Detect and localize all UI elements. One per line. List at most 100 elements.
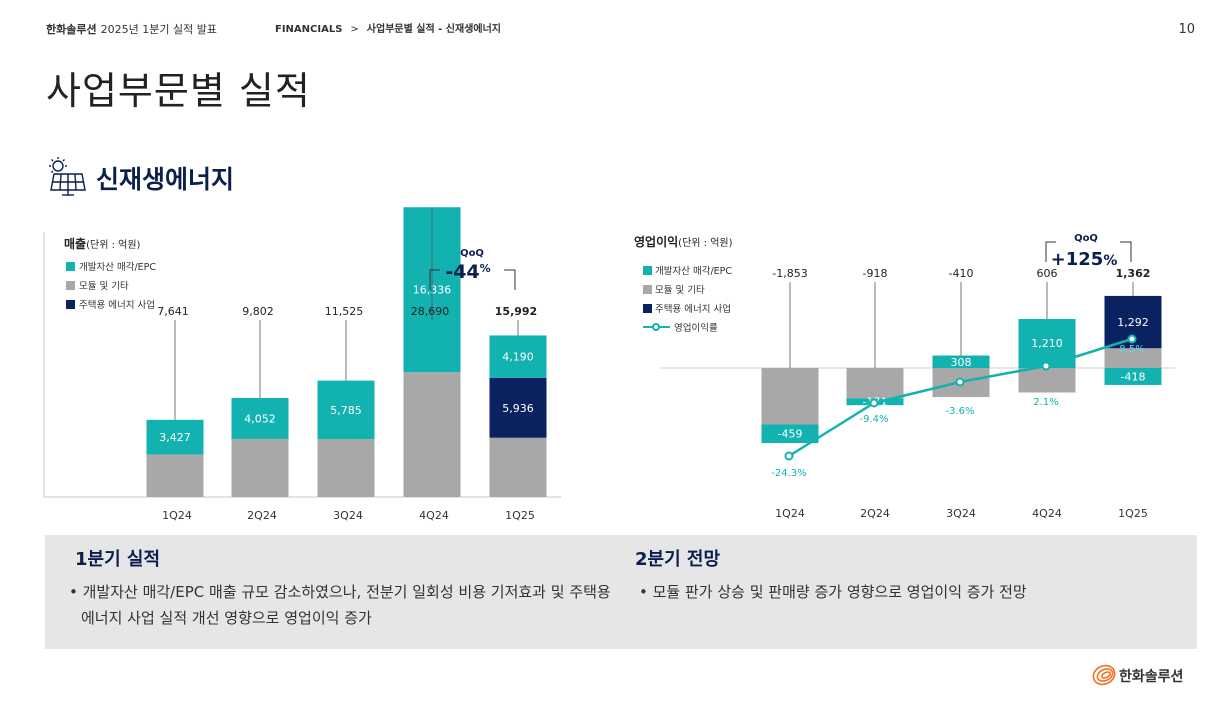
revenue-qoq-value: -44% — [445, 261, 490, 283]
q1-results-title: 1분기 실적 — [75, 549, 161, 570]
revenue-total-label: 11,525 — [325, 305, 364, 318]
revenue-legend-label: 주택용 에너지 사업 — [79, 299, 155, 311]
revenue-bar-label: 3,427 — [159, 431, 191, 444]
profit-margin-label: 2.1% — [1033, 397, 1058, 408]
profit-margin-point — [955, 377, 965, 387]
profit-margin-point — [1127, 334, 1137, 344]
profit-x-tick: 1Q25 — [1118, 507, 1148, 520]
revenue-x-tick: 3Q24 — [333, 509, 363, 522]
profit-qoq-bracket-left — [1045, 241, 1056, 262]
profit-legend-label: 영업이익률 — [674, 322, 718, 334]
report-subtitle: 2025년 1분기 실적 발표 — [100, 23, 217, 36]
footer-logo-text: 한화솔루션 — [1119, 669, 1184, 685]
profit-margin-label: -9.4% — [859, 414, 888, 425]
profit-qoq-value: +125% — [1051, 249, 1118, 270]
profit-bar-segment — [1104, 368, 1162, 385]
profit-margin-point — [869, 398, 879, 408]
profit-margin-point — [784, 451, 794, 461]
profit-bar-label: -418 — [1121, 370, 1146, 383]
profit-margin-label: 8.5% — [1119, 344, 1144, 355]
q2-outlook-title: 2분기 전망 — [635, 549, 721, 570]
profit-bar-segment — [761, 424, 819, 444]
revenue-bar-segment — [317, 380, 375, 440]
revenue-legend-label: 개발자산 매각/EPC — [79, 261, 156, 273]
q1-results-text: • 개발자산 매각/EPC 매출 규모 감소하였으나, 전분기 일회성 비용 기… — [69, 583, 611, 627]
q2-outlook-text: • 모듈 판가 상승 및 판매량 증가 영향으로 영업이익 증가 전망 — [639, 583, 1027, 601]
profit-total-label: -918 — [863, 267, 888, 280]
profit-bar-segment — [1104, 348, 1162, 368]
revenue-bar-segment — [146, 454, 204, 497]
profit-x-tick: 3Q24 — [946, 507, 976, 520]
profit-total-label: 1,362 — [1116, 267, 1151, 280]
header-company: 한화솔루션 2025년 1분기 실적 발표 — [46, 21, 217, 37]
revenue-bar-label: 5,936 — [502, 402, 534, 415]
profit-bar-segment — [1018, 368, 1076, 393]
page-number: 10 — [1178, 22, 1195, 37]
revenue-qoq-label: QoQ — [460, 248, 484, 259]
profit-x-tick: 1Q24 — [775, 507, 805, 520]
revenue-qoq-unit: % — [480, 262, 491, 275]
revenue-x-tick: 1Q24 — [162, 509, 192, 522]
revenue-legend-swatch — [66, 281, 75, 290]
profit-bar-label: 1,210 — [1031, 337, 1063, 350]
profit-margin-label: -24.3% — [771, 468, 806, 479]
revenue-bar-segment — [231, 438, 289, 497]
revenue-legend-swatch — [66, 262, 75, 271]
profit-total-label: 606 — [1037, 267, 1058, 280]
revenue-total-label: 28,690 — [411, 305, 450, 318]
revenue-legend-label: 모듈 및 기타 — [79, 280, 129, 292]
company-name: 한화솔루션 — [46, 23, 97, 36]
revenue-unit: (단위 : 억원) — [86, 238, 140, 251]
profit-bar-segment — [761, 368, 819, 425]
revenue-bar-label: 4,052 — [244, 412, 276, 425]
breadcrumb-financials: FINANCIALS — [275, 24, 343, 35]
revenue-x-tick: 2Q24 — [247, 509, 277, 522]
revenue-bar-segment — [146, 419, 204, 455]
profit-legend-swatch — [643, 285, 652, 294]
revenue-x-tick: 1Q25 — [505, 509, 535, 522]
revenue-total-label: 15,992 — [495, 305, 537, 318]
profit-bar-label: -459 — [778, 428, 803, 441]
summary-q1-results: 1분기 실적 • 개발자산 매각/EPC 매출 규모 감소하였으나, 전분기 일… — [65, 545, 625, 631]
revenue-bar-label: 5,785 — [330, 404, 362, 417]
profit-unit: (단위 : 억원) — [678, 236, 732, 249]
revenue-bar-segment — [489, 437, 547, 497]
section-title: 신재생에너지 — [96, 165, 235, 194]
revenue-bar-segment — [489, 377, 547, 438]
revenue-bar-segment — [317, 439, 375, 497]
profit-legend-label: 모듈 및 기타 — [655, 284, 705, 296]
solar-panel-icon — [49, 157, 86, 196]
profit-bar-label: 1,292 — [1117, 316, 1149, 329]
revenue-bar-segment — [489, 335, 547, 378]
revenue-bar-segment — [231, 397, 289, 439]
profit-margin-label: -3.6% — [945, 406, 974, 417]
profit-legend-marker — [652, 323, 660, 331]
profit-qoq-bracket-right — [1120, 241, 1132, 262]
hanwha-logo-icon — [1092, 664, 1116, 686]
profit-qoq-unit: % — [1103, 253, 1117, 269]
profit-bar-label: 308 — [951, 356, 972, 369]
profit-x-tick: 2Q24 — [860, 507, 890, 520]
revenue-bar-label: 4,190 — [502, 351, 534, 364]
profit-bar-segment — [932, 355, 990, 368]
summary-box: 1분기 실적 • 개발자산 매각/EPC 매출 규모 감소하였으나, 전분기 일… — [45, 535, 1197, 649]
revenue-legend-swatch — [66, 300, 75, 309]
breadcrumb-current: 사업부문별 실적 - 신재생에너지 — [366, 24, 501, 35]
breadcrumb: FINANCIALS > 사업부문별 실적 - 신재생에너지 — [275, 20, 501, 35]
page-title: 사업부문별 실적 — [46, 69, 311, 113]
profit-total-label: -410 — [949, 267, 974, 280]
profit-legend-swatch — [643, 266, 652, 275]
revenue-total-label: 9,802 — [242, 305, 274, 318]
profit-legend-label: 주택용 에너지 사업 — [655, 303, 731, 315]
revenue-bar-segment — [403, 372, 461, 497]
profit-x-tick: 4Q24 — [1032, 507, 1062, 520]
profit-legend-swatch — [643, 304, 652, 313]
revenue-title: 매출(단위 : 억원) — [64, 236, 141, 251]
summary-q2-outlook: 2분기 전망 • 모듈 판가 상승 및 판매량 증가 영향으로 영업이익 증가 … — [635, 545, 1175, 605]
profit-bar-segment — [846, 368, 904, 399]
revenue-qoq-bracket-left — [429, 269, 440, 290]
profit-title: 영업이익(단위 : 억원) — [634, 234, 733, 249]
breadcrumb-separator: > — [350, 24, 359, 35]
profit-margin-point — [1041, 361, 1051, 371]
